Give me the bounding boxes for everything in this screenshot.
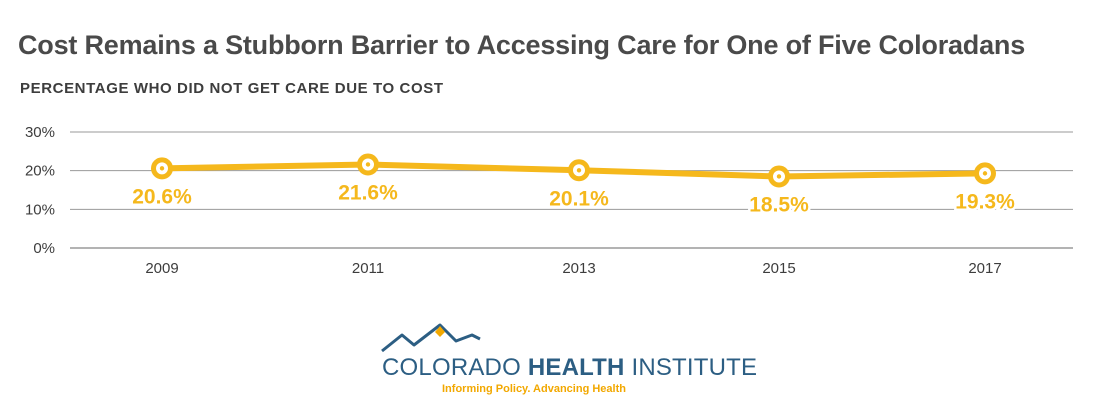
mountain-logo-icon [381,323,481,353]
data-label: 20.1% [549,187,609,210]
x-tick-label: 2013 [562,260,595,277]
data-point-center [159,166,165,171]
x-tick-label: 2009 [145,260,178,277]
x-tick-label: 2017 [968,260,1001,277]
logo-name-end: INSTITUTE [624,354,758,381]
chart-title: Cost Remains a Stubborn Barrier to Acces… [18,30,1026,60]
y-tick-label: 30% [25,124,55,141]
data-point-center [776,174,782,179]
data-point-center [576,168,582,173]
x-tick-label: 2011 [352,260,384,277]
data-point-center [365,162,371,167]
chart-subtitle: PERCENTAGE WHO DID NOT GET CARE DUE TO C… [20,80,444,97]
data-label: 20.6% [132,185,192,208]
data-point-center [982,171,988,176]
y-tick-label: 20% [25,163,55,180]
logo-name-bold: HEALTH [527,354,625,381]
x-tick-label: 2015 [762,260,795,277]
logo-name-light: COLORADO [382,354,528,381]
data-label: 21.6% [338,181,398,204]
y-tick-label: 0% [33,240,55,257]
y-tick-label: 10% [25,201,55,218]
data-label: 18.5% [749,193,809,216]
logo-tagline: Informing Policy. Advancing Health [442,383,626,395]
colorado-health-institute-logo: COLORADO HEALTH INSTITUTE Informing Poli… [380,323,757,403]
data-label: 19.3% [955,190,1015,213]
